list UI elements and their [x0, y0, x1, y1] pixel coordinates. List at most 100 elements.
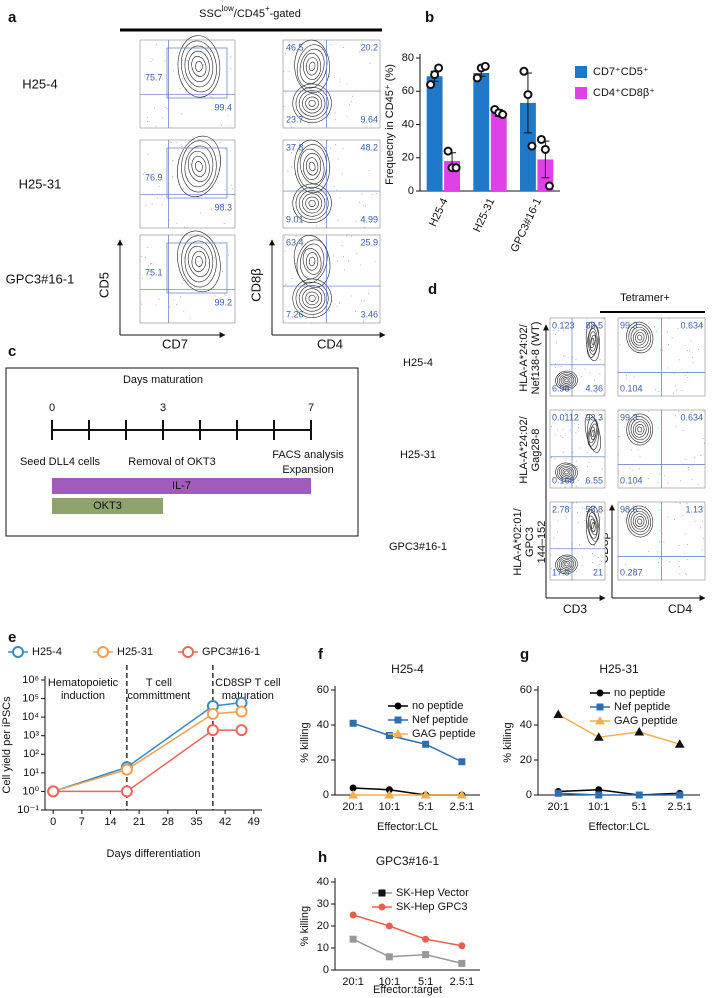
marker — [420, 789, 431, 799]
replicate-point — [472, 73, 482, 83]
event-dot — [549, 554, 551, 556]
replicate-point — [434, 63, 444, 73]
event-dot — [218, 155, 220, 157]
event-dot — [692, 356, 694, 358]
event-dot — [145, 204, 147, 206]
marker — [97, 646, 109, 658]
event-dot — [581, 376, 583, 378]
event-dot — [581, 506, 583, 508]
event-dot — [702, 438, 704, 440]
treatment-bar — [52, 478, 311, 494]
event-dot — [336, 189, 338, 191]
event-dot — [671, 337, 673, 339]
event-dot — [346, 116, 348, 118]
event-dot — [659, 557, 661, 559]
series-line — [352, 938, 463, 965]
event-dot — [144, 171, 146, 173]
panel-label: c — [8, 343, 16, 360]
x-tick-label: 5:1 — [418, 976, 433, 988]
contour — [302, 193, 323, 214]
event-dot — [554, 334, 556, 336]
marker — [12, 646, 24, 658]
y-tick-label: 0 — [323, 964, 329, 976]
quadrant-value: 88.5 — [585, 320, 603, 330]
event-dot — [165, 106, 167, 108]
y-tick-label: 10³ — [23, 730, 39, 742]
event-dot — [569, 566, 571, 568]
event-dot — [359, 264, 361, 266]
event-dot — [146, 116, 148, 118]
quadrant-value: 58.8 — [585, 504, 603, 514]
replicate-point — [527, 141, 537, 151]
contour — [562, 468, 571, 476]
event-dot — [354, 310, 356, 312]
contour — [630, 326, 649, 349]
x-tick-label: 10:1 — [588, 801, 609, 813]
contour — [302, 288, 323, 309]
timeline-event: Expansion — [282, 464, 333, 476]
event-dot — [703, 410, 705, 412]
marker — [422, 935, 430, 943]
contour — [292, 83, 332, 124]
contour — [585, 321, 600, 362]
x-tick-label: 0 — [50, 816, 56, 828]
event-dot — [691, 478, 693, 480]
event-dot — [149, 270, 151, 272]
event-dot — [203, 64, 205, 66]
event-dot — [284, 250, 286, 252]
event-dot — [350, 295, 352, 297]
contour — [628, 508, 652, 535]
contour — [558, 465, 575, 479]
event-dot — [156, 43, 158, 45]
event-dot — [691, 411, 693, 413]
series-line — [558, 792, 680, 796]
event-dot — [333, 185, 335, 187]
x-axis-label: Effector:target — [373, 984, 442, 996]
event-dot — [289, 117, 291, 119]
marker — [676, 791, 684, 799]
event-dot — [659, 509, 661, 511]
quadrant-value: 9.64 — [360, 114, 378, 124]
event-dot — [681, 390, 683, 392]
event-dot — [161, 194, 163, 196]
event-dot — [562, 451, 564, 453]
event-dot — [564, 322, 566, 324]
event-dot — [374, 234, 376, 236]
event-dot — [304, 284, 306, 286]
quadrant-value: 6.55 — [585, 475, 603, 485]
event-dot — [579, 544, 581, 546]
event-dot — [602, 509, 604, 511]
event-dot — [183, 256, 185, 258]
marker — [385, 732, 393, 739]
event-dot — [375, 216, 377, 218]
contour — [181, 235, 217, 288]
contour — [632, 421, 647, 438]
legend-label: H25-4 — [32, 646, 62, 658]
event-dot — [561, 436, 563, 438]
annotation: committment — [127, 690, 190, 702]
x-axis-label: Effector:LCL — [589, 821, 650, 833]
replicate-point — [426, 80, 436, 90]
event-dot — [287, 170, 289, 172]
event-dot — [555, 506, 557, 508]
event-dot — [599, 516, 601, 518]
marker — [458, 758, 466, 766]
event-dot — [283, 106, 285, 108]
timeline-event: Seed DLL4 cells — [20, 456, 101, 468]
event-dot — [376, 313, 378, 315]
contour — [637, 518, 643, 525]
marker — [394, 716, 402, 724]
event-dot — [304, 65, 306, 67]
contour — [555, 370, 578, 391]
event-dot — [557, 520, 559, 522]
event-dot — [210, 51, 212, 53]
event-dot — [560, 365, 562, 367]
event-dot — [557, 429, 559, 431]
event-dot — [573, 423, 575, 425]
event-dot — [667, 344, 669, 346]
marker — [348, 789, 358, 799]
quadrant-value: 4.36 — [585, 383, 603, 393]
quadrant-value: 6.98 — [552, 383, 570, 393]
event-dot — [209, 182, 211, 184]
